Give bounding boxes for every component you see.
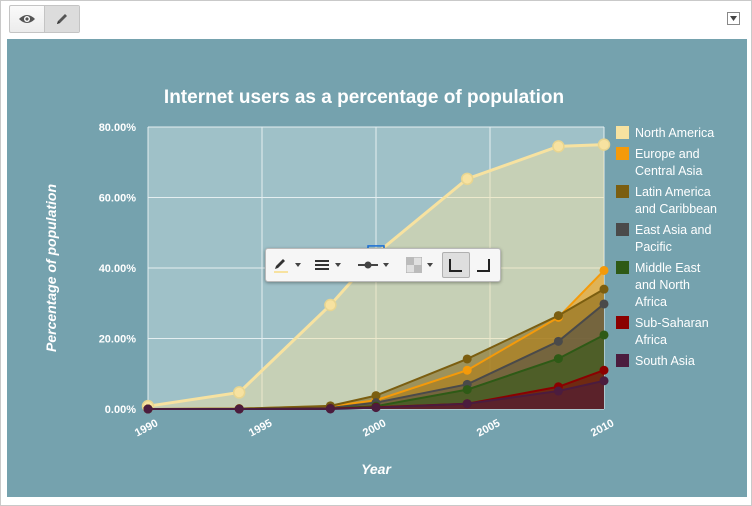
opacity-icon xyxy=(406,257,422,273)
data-point xyxy=(325,404,335,414)
legend-item: North America xyxy=(616,126,714,140)
edit-button[interactable] xyxy=(44,6,79,32)
y-axis-title: Percentage of population xyxy=(43,184,59,352)
data-point xyxy=(371,403,381,413)
chart-title: Internet users as a percentage of popula… xyxy=(164,87,564,108)
legend-label: Africa xyxy=(635,333,667,347)
legend-label: and Caribbean xyxy=(635,202,717,216)
x-tick-label: 2000 xyxy=(361,417,388,439)
legend-label: North America xyxy=(635,126,714,140)
y-tick-label: 20.00% xyxy=(99,334,137,346)
data-point xyxy=(599,284,609,294)
data-point xyxy=(599,265,609,275)
mode-toolbar xyxy=(9,5,80,33)
menu-toggle-button[interactable] xyxy=(727,12,740,25)
data-point xyxy=(553,354,563,364)
data-point xyxy=(462,399,472,409)
pencil-color-button[interactable] xyxy=(272,249,301,281)
caret-down-icon xyxy=(730,16,737,21)
line-weight-button[interactable] xyxy=(314,249,341,281)
legend-item: Middle East and North Africa xyxy=(616,261,701,309)
data-point xyxy=(553,311,563,321)
pencil-icon xyxy=(57,14,67,24)
data-point xyxy=(234,404,244,414)
legend-label: Pacific xyxy=(635,240,672,254)
chart-canvas: Internet users as a percentage of popula… xyxy=(7,39,747,497)
line-weight-icon xyxy=(315,260,329,270)
x-tick-label: 2005 xyxy=(475,417,502,439)
data-point xyxy=(371,391,381,401)
data-point xyxy=(324,298,337,312)
data-point xyxy=(553,386,563,396)
corner-left-button[interactable] xyxy=(442,249,470,281)
data-point xyxy=(462,365,472,375)
corner-right-button[interactable] xyxy=(470,249,496,281)
legend-item: Latin America and Caribbean xyxy=(616,185,717,216)
y-tick-label: 40.00% xyxy=(99,263,137,275)
legend-swatch xyxy=(616,354,629,367)
legend-label: Sub-Saharan xyxy=(635,316,709,330)
data-point xyxy=(462,354,472,364)
legend-swatch xyxy=(616,126,629,139)
x-tick-label: 1990 xyxy=(133,417,160,439)
legend-label: Latin America xyxy=(635,185,711,199)
legend-swatch xyxy=(616,185,629,198)
marker-style-icon xyxy=(358,261,378,269)
legend-item: Sub-Saharan Africa xyxy=(616,316,709,347)
legend-swatch xyxy=(616,316,629,329)
data-point xyxy=(462,385,472,395)
legend-label: Europe and xyxy=(635,147,700,161)
view-button[interactable] xyxy=(10,6,44,32)
y-tick-label: 0.00% xyxy=(105,404,136,416)
legend-label: East Asia and xyxy=(635,223,711,237)
legend-item: South Asia xyxy=(616,354,695,368)
legend-item: Europe and Central Asia xyxy=(616,147,702,178)
legend-label: Africa xyxy=(635,295,667,309)
data-point xyxy=(232,386,246,399)
y-tick-label: 80.00% xyxy=(99,122,137,134)
x-tick-label: 2010 xyxy=(589,417,616,439)
opacity-button[interactable] xyxy=(406,249,433,281)
legend-swatch xyxy=(616,261,629,274)
legend-label: and North xyxy=(635,278,690,292)
x-axis-title: Year xyxy=(361,461,392,477)
data-point xyxy=(599,330,609,340)
data-point xyxy=(599,299,609,309)
series-format-toolbar xyxy=(265,248,501,282)
series-area xyxy=(148,334,604,409)
pencil-color-icon xyxy=(274,259,288,273)
series-area xyxy=(148,380,604,409)
eye-icon xyxy=(19,15,35,23)
corner-left-icon xyxy=(449,259,462,272)
legend-label: Central Asia xyxy=(635,164,702,178)
corner-right-icon xyxy=(477,259,490,272)
data-point xyxy=(143,404,153,414)
data-point xyxy=(597,138,611,151)
legend-label: Middle East xyxy=(635,261,701,275)
legend-swatch xyxy=(616,147,629,160)
data-point xyxy=(552,140,565,153)
data-point xyxy=(553,336,563,346)
data-point xyxy=(460,172,474,186)
x-tick-label: 1995 xyxy=(247,417,274,439)
marker-style-button[interactable] xyxy=(358,249,389,281)
legend-item: East Asia and Pacific xyxy=(616,223,711,254)
data-point xyxy=(599,376,609,386)
legend-label: South Asia xyxy=(635,354,695,368)
legend-swatch xyxy=(616,223,629,236)
y-tick-label: 60.00% xyxy=(99,193,137,205)
data-point xyxy=(599,365,609,375)
